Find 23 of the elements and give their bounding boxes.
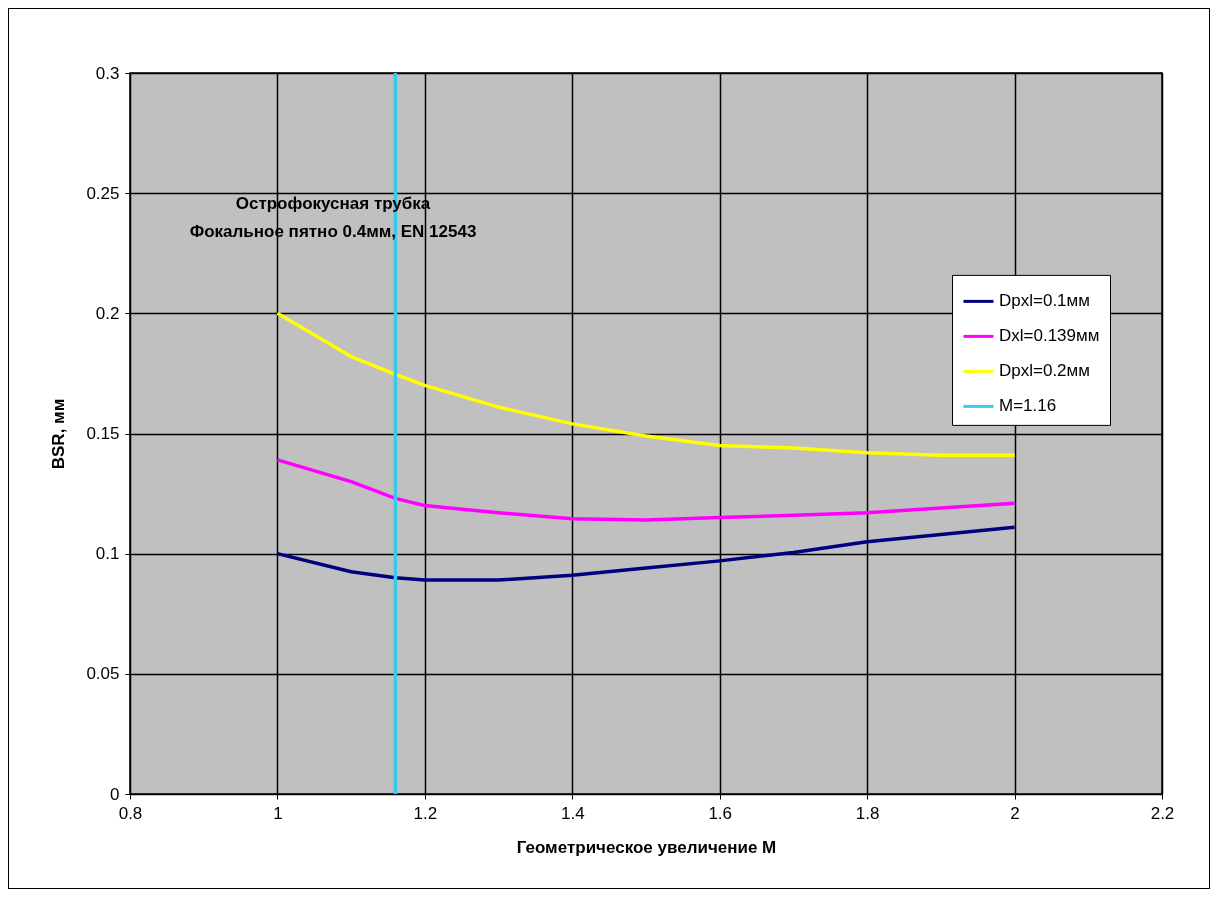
legend-label: M=1.16	[999, 396, 1057, 416]
x-tick-label: 1.4	[560, 803, 585, 823]
x-tick-label: 1.6	[708, 803, 733, 823]
y-tick-label: 0.15	[86, 424, 120, 443]
legend-label: Dpxl=0.2мм	[999, 361, 1090, 381]
y-tick-label: 0.25	[86, 183, 120, 203]
x-tick-label: 1	[273, 803, 283, 823]
x-tick-label: 1.8	[855, 803, 880, 823]
y-axis-title: BSR, мм	[49, 398, 69, 470]
y-tick-label: 0.3	[95, 63, 120, 83]
y-tick-label: 0	[110, 784, 120, 804]
y-tick-label: 0.2	[95, 303, 120, 323]
x-tick-label: 2.2	[1150, 803, 1175, 823]
line-series	[275, 525, 1017, 582]
line-series	[275, 458, 1017, 522]
x-tick-label: 2	[1010, 803, 1020, 823]
y-tick-label: 0.05	[86, 664, 120, 684]
legend-label: Dpxl=0.1мм	[999, 291, 1090, 311]
x-tick-label: 0.8	[118, 803, 143, 823]
x-axis-title: Геометрическое увеличение M	[516, 837, 777, 857]
y-tick-label: 0.1	[95, 544, 120, 564]
legend-label: Dxl=0.139мм	[999, 326, 1100, 346]
x-tick-label: 1.2	[413, 803, 438, 823]
